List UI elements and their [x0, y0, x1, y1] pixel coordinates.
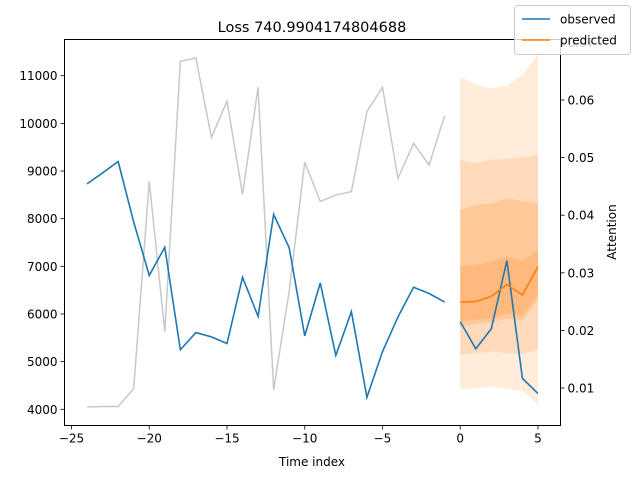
- quantile-band-2: [460, 154, 538, 355]
- predicted-line: [460, 266, 539, 303]
- attention-series: [87, 57, 446, 408]
- y2-tick-label: 0.06: [568, 93, 595, 107]
- y-axis-ticks: 4000 5000 6000 7000 8000 9000 10000 11000: [19, 69, 65, 417]
- legend-observed-label: observed: [560, 13, 616, 27]
- chart-title: Loss 740.9904174804688: [218, 20, 407, 36]
- quantile-band-3: [460, 198, 538, 328]
- y2-tick-label: 0.05: [568, 151, 595, 165]
- legend-box: [514, 5, 631, 55]
- y-tick-label: 7000: [27, 260, 58, 274]
- observed-history-line: [86, 160, 446, 401]
- x-tick-label: −15: [214, 432, 239, 446]
- observed-series: [86, 160, 539, 401]
- x-tick-label: −20: [137, 432, 162, 446]
- predicted-series: [460, 266, 539, 303]
- y-tick-label: 9000: [27, 165, 58, 179]
- legend-predicted-label: predicted: [560, 34, 617, 48]
- y-tick-label: 8000: [27, 212, 58, 226]
- y2-tick-label: 0.02: [568, 324, 595, 338]
- x-axis-ticks: −25 −20 −15 −10 −5 0 5: [59, 425, 542, 446]
- y-tick-label: 4000: [27, 403, 58, 417]
- x-tick-label: 5: [534, 432, 542, 446]
- x-axis-label: Time index: [278, 455, 345, 469]
- x-tick-label: 0: [456, 432, 464, 446]
- prediction-interval-bands: [460, 54, 538, 405]
- y-tick-label: 6000: [27, 307, 58, 321]
- y-tick-label: 11000: [19, 69, 57, 83]
- y2-tick-label: 0.01: [568, 382, 595, 396]
- x-tick-label: −5: [374, 432, 392, 446]
- y-tick-label: 5000: [27, 355, 58, 369]
- y2-tick-label: 0.04: [568, 209, 595, 223]
- plot-frame: [64, 39, 561, 426]
- quantile-band-1: [460, 54, 538, 405]
- y2-axis-label: Attention: [605, 204, 619, 259]
- quantile-band-4: [460, 249, 538, 322]
- legend: observed predicted: [514, 5, 631, 55]
- y2-tick-label: 0.03: [568, 266, 595, 280]
- y-tick-label: 10000: [19, 117, 57, 131]
- y2-axis-ticks: 0.010.020.030.040.050.060.07: [560, 36, 595, 396]
- x-tick-label: −25: [59, 432, 84, 446]
- attention-line: [87, 57, 446, 408]
- x-tick-label: −10: [292, 432, 317, 446]
- observed-target-line: [459, 260, 539, 395]
